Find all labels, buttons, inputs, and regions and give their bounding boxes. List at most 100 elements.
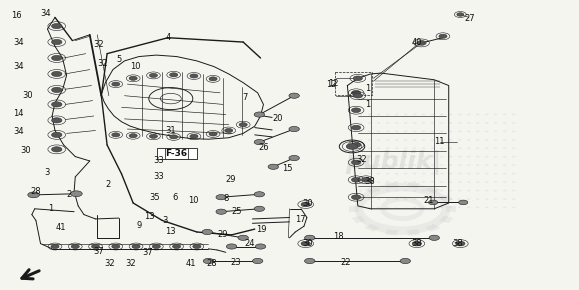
Circle shape xyxy=(413,114,416,115)
Circle shape xyxy=(394,205,410,213)
Circle shape xyxy=(386,156,389,157)
Circle shape xyxy=(395,156,398,157)
Text: 32: 32 xyxy=(93,40,104,50)
Circle shape xyxy=(386,206,389,208)
Circle shape xyxy=(485,190,489,191)
Circle shape xyxy=(71,191,82,197)
Circle shape xyxy=(422,181,426,183)
Circle shape xyxy=(476,122,479,124)
Circle shape xyxy=(494,114,497,115)
Circle shape xyxy=(494,181,497,183)
Text: 8: 8 xyxy=(223,194,229,203)
Circle shape xyxy=(503,206,507,208)
Circle shape xyxy=(467,181,470,183)
Circle shape xyxy=(413,206,416,208)
Circle shape xyxy=(359,206,362,208)
Circle shape xyxy=(386,114,389,115)
Circle shape xyxy=(413,130,416,132)
Circle shape xyxy=(422,164,426,166)
Circle shape xyxy=(203,258,214,264)
Circle shape xyxy=(413,156,416,157)
Circle shape xyxy=(377,147,380,149)
Text: 17: 17 xyxy=(295,215,305,224)
Circle shape xyxy=(226,244,237,249)
Circle shape xyxy=(422,122,426,124)
Circle shape xyxy=(52,55,62,61)
Text: 13: 13 xyxy=(166,227,176,237)
Circle shape xyxy=(112,82,120,86)
Text: 15: 15 xyxy=(283,164,293,173)
Circle shape xyxy=(503,190,507,191)
Circle shape xyxy=(52,132,62,137)
Circle shape xyxy=(71,244,79,249)
Circle shape xyxy=(440,173,444,175)
Text: 37: 37 xyxy=(142,248,153,257)
Circle shape xyxy=(289,155,299,161)
Circle shape xyxy=(458,181,461,183)
Circle shape xyxy=(458,122,461,124)
Circle shape xyxy=(431,139,434,141)
Polygon shape xyxy=(385,182,398,188)
Circle shape xyxy=(368,173,371,175)
Circle shape xyxy=(368,198,371,200)
Circle shape xyxy=(268,164,278,169)
Circle shape xyxy=(485,139,489,141)
Circle shape xyxy=(467,173,470,175)
Text: 30: 30 xyxy=(303,198,313,208)
Circle shape xyxy=(386,198,389,200)
Circle shape xyxy=(351,177,361,182)
Circle shape xyxy=(467,114,470,115)
Circle shape xyxy=(170,73,178,77)
Circle shape xyxy=(512,122,515,124)
Circle shape xyxy=(494,206,497,208)
Circle shape xyxy=(395,114,398,115)
Circle shape xyxy=(440,164,444,166)
Circle shape xyxy=(359,173,362,175)
Circle shape xyxy=(512,156,515,157)
Circle shape xyxy=(395,139,398,141)
Bar xyxy=(335,72,372,95)
Circle shape xyxy=(377,190,380,191)
Circle shape xyxy=(476,190,479,191)
Circle shape xyxy=(440,198,444,200)
Circle shape xyxy=(476,181,479,183)
Circle shape xyxy=(359,122,362,124)
Circle shape xyxy=(494,156,497,157)
Circle shape xyxy=(252,258,263,264)
Circle shape xyxy=(377,130,380,132)
Circle shape xyxy=(129,134,137,138)
Circle shape xyxy=(467,156,470,157)
Circle shape xyxy=(305,235,315,240)
Circle shape xyxy=(494,198,497,200)
Text: 9: 9 xyxy=(136,221,142,230)
Circle shape xyxy=(467,206,470,208)
Circle shape xyxy=(412,241,422,246)
Circle shape xyxy=(422,130,426,132)
Circle shape xyxy=(476,206,479,208)
Text: 27: 27 xyxy=(465,14,475,23)
Circle shape xyxy=(485,122,489,124)
Text: F-36: F-36 xyxy=(166,149,188,158)
Circle shape xyxy=(449,198,452,200)
Circle shape xyxy=(395,164,398,166)
Circle shape xyxy=(512,139,515,141)
Circle shape xyxy=(503,156,507,157)
Circle shape xyxy=(386,139,389,141)
Text: 7: 7 xyxy=(242,93,248,102)
Circle shape xyxy=(301,202,310,207)
Circle shape xyxy=(254,206,265,211)
Circle shape xyxy=(359,198,362,200)
Circle shape xyxy=(129,76,137,80)
Circle shape xyxy=(485,173,489,175)
Circle shape xyxy=(112,244,120,249)
Circle shape xyxy=(431,198,434,200)
Text: 34: 34 xyxy=(13,37,24,47)
Polygon shape xyxy=(349,206,359,212)
Circle shape xyxy=(440,190,444,191)
Circle shape xyxy=(512,198,515,200)
Circle shape xyxy=(459,200,468,205)
Text: 19: 19 xyxy=(256,225,267,234)
Circle shape xyxy=(359,130,362,132)
Circle shape xyxy=(202,229,212,235)
Polygon shape xyxy=(446,206,456,212)
